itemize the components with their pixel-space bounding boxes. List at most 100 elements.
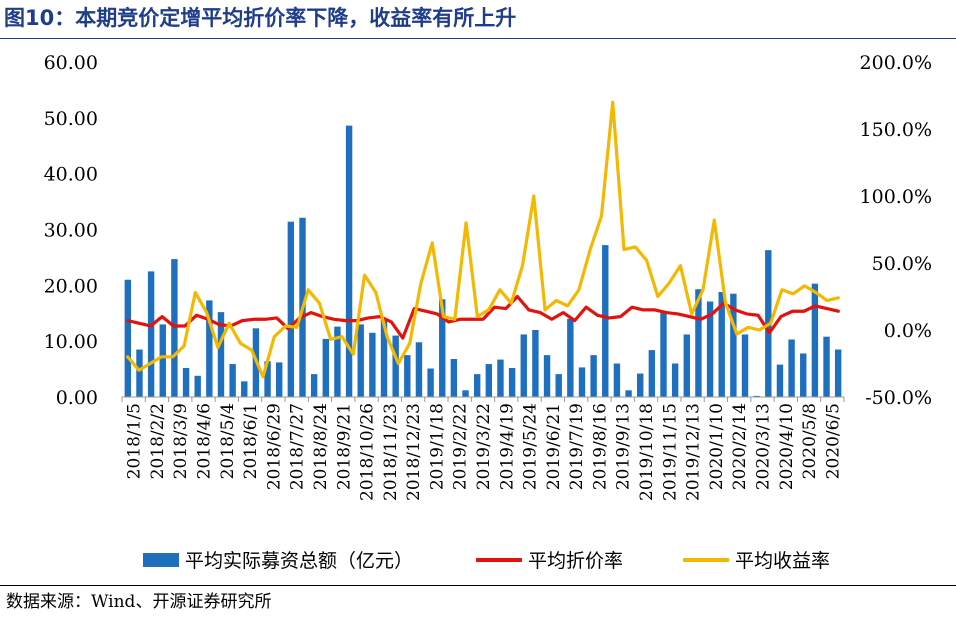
legend-label: 平均折价率 [528, 550, 623, 572]
x-axis-tick-label: 2018/8/24 [311, 403, 331, 490]
bar [380, 318, 388, 397]
bar [683, 334, 690, 397]
bar [753, 395, 760, 397]
bar [637, 373, 644, 397]
lines-layer [126, 100, 840, 379]
x-axis-tick-label: 2019/5/24 [521, 403, 541, 490]
bar [369, 332, 376, 397]
bar [706, 301, 714, 397]
bar [776, 364, 784, 397]
right-axis-tick-label: 100.0% [860, 186, 932, 208]
bar [310, 374, 318, 397]
x-axis-tick-label: 2020/4/10 [777, 403, 797, 490]
bar [555, 374, 562, 397]
figure-title: 图10：本期竞价定增平均折价率下降，收益率有所上升 [4, 6, 517, 30]
bar [147, 271, 155, 398]
bar [217, 312, 225, 397]
bar [439, 299, 446, 397]
left-axis-tick-label: 30.00 [44, 220, 98, 242]
x-axis-tick-label: 2018/3/9 [171, 403, 191, 479]
bar [613, 363, 621, 397]
legend-swatch-bar [143, 553, 179, 567]
bar [730, 293, 737, 397]
x-axis-tick-label: 2018/5/4 [218, 403, 238, 479]
x-axis-tick-label: 2019/6/21 [544, 403, 564, 490]
bar [171, 259, 178, 397]
right-axis-tick-label: 200.0% [860, 52, 932, 74]
bar [473, 374, 481, 397]
bar [578, 367, 586, 397]
bar [811, 283, 819, 397]
bar [508, 367, 516, 397]
bar [124, 279, 132, 397]
legend-label: 平均实际募资总额（亿元） [185, 550, 413, 572]
discount-rate-line [126, 294, 840, 340]
x-axis-tick-label: 2018/2/2 [148, 403, 168, 479]
x-axis-tick-label: 2019/10/18 [637, 403, 657, 501]
bar [450, 359, 458, 397]
bar [543, 355, 551, 398]
title-rule [0, 38, 956, 39]
x-axis-tick-label: 2018/4/6 [195, 403, 215, 479]
x-axis-tick-label: 2019/9/13 [614, 403, 634, 490]
bar [648, 350, 656, 397]
bar [590, 355, 597, 398]
bar [206, 300, 213, 397]
x-axis-tick-label: 2020/6/5 [823, 403, 843, 479]
bar [695, 289, 702, 397]
bar [718, 292, 725, 397]
bar [229, 364, 236, 397]
bar [834, 349, 842, 397]
source-rule [0, 585, 956, 586]
left-axis-tick-label: 60.00 [44, 52, 98, 74]
bar [520, 334, 527, 397]
bar [345, 125, 353, 398]
x-axis-tick-label: 2019/7/19 [567, 403, 587, 490]
bar [136, 349, 143, 397]
right-axis-tick-label: 150.0% [860, 119, 932, 141]
x-axis-tick-label: 2020/1/10 [707, 403, 727, 490]
bar [357, 324, 364, 397]
x-axis-tick-label: 2019/2/22 [451, 403, 471, 490]
left-axis-tick-label: 20.00 [44, 275, 98, 297]
bar [567, 318, 574, 397]
legend: 平均实际募资总额（亿元） 平均折价率 平均收益率 [143, 550, 830, 572]
x-axis-tick-label: 2020/3/13 [753, 403, 773, 490]
bar [287, 221, 295, 397]
x-axis-tick-label: 2019/1/18 [427, 403, 447, 490]
bar [602, 245, 609, 397]
x-axis-tick-label: 2019/4/19 [497, 403, 517, 490]
right-axis-tick-label: 50.0% [872, 253, 932, 275]
x-axis-tick-label: 2018/1/5 [125, 403, 145, 479]
x-axis-tick-label: 2018/6/29 [264, 403, 284, 490]
left-axis-tick-label: 50.00 [44, 108, 98, 130]
bar [800, 353, 807, 397]
bar [415, 342, 423, 397]
bar [322, 338, 329, 397]
bar [241, 381, 248, 397]
bar [159, 324, 166, 397]
bar [264, 361, 271, 397]
bar [182, 367, 190, 397]
bar [497, 359, 504, 397]
bar [462, 390, 469, 397]
bars-layer [124, 125, 842, 398]
left-axis-tick-label: 10.00 [44, 331, 98, 353]
bar [532, 330, 539, 397]
bar [741, 334, 749, 397]
bar [823, 336, 830, 397]
return-rate-line [126, 100, 840, 379]
x-axis-tick-label: 2018/11/23 [381, 403, 401, 501]
bar [788, 339, 795, 397]
bar [660, 312, 667, 397]
x-axis-tick-label: 2018/10/26 [358, 403, 378, 501]
x-axis-tick-label: 2019/11/15 [660, 403, 680, 501]
bar [404, 355, 411, 398]
left-axis-tick-label: 0.00 [56, 387, 98, 409]
bar [392, 335, 399, 397]
x-axis-tick-label: 2019/12/13 [684, 403, 704, 501]
bar [276, 362, 283, 397]
source-note: 数据来源：Wind、开源证券研究所 [6, 592, 272, 612]
x-axis-tick-label: 2018/9/21 [334, 403, 354, 490]
x-axis-tick-label: 2018/6/1 [241, 403, 261, 479]
